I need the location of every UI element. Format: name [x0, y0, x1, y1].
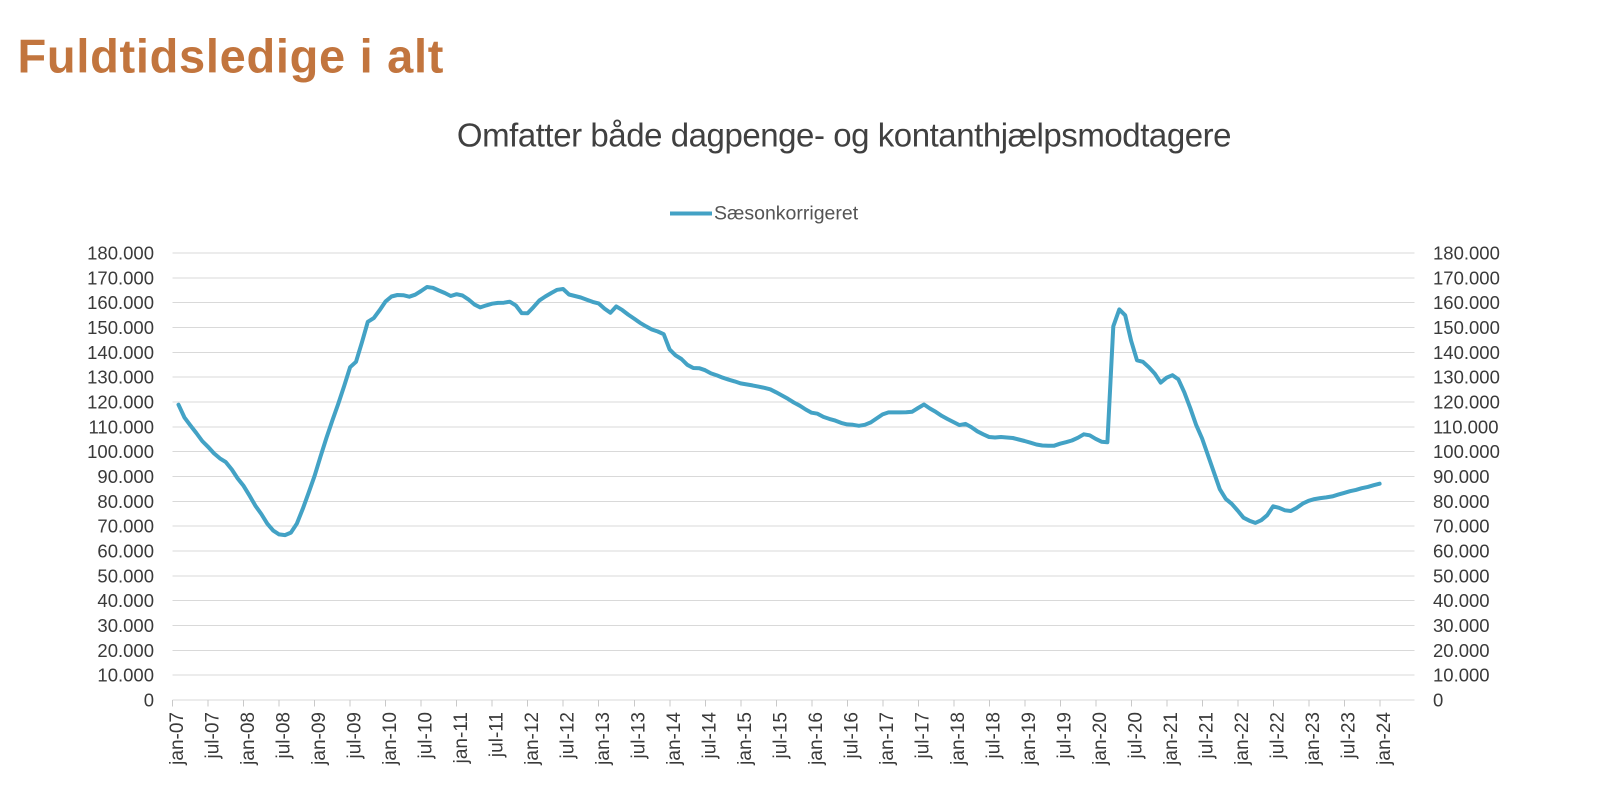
svg-text:jan-24: jan-24	[1374, 712, 1395, 766]
svg-text:0: 0	[1433, 690, 1443, 711]
svg-text:90.000: 90.000	[1433, 466, 1490, 487]
svg-text:150.000: 150.000	[87, 317, 154, 338]
svg-text:jul-16: jul-16	[842, 712, 863, 759]
svg-text:jul-15: jul-15	[771, 712, 792, 759]
svg-text:20.000: 20.000	[1433, 640, 1490, 661]
svg-text:130.000: 130.000	[87, 367, 154, 388]
svg-text:jan-09: jan-09	[309, 712, 330, 766]
svg-text:jul-14: jul-14	[700, 712, 721, 760]
svg-text:jan-14: jan-14	[664, 712, 685, 766]
svg-text:100.000: 100.000	[1433, 441, 1500, 462]
svg-text:90.000: 90.000	[97, 466, 154, 487]
svg-text:jan-08: jan-08	[238, 712, 259, 766]
svg-text:160.000: 160.000	[1433, 292, 1500, 313]
svg-text:50.000: 50.000	[1433, 565, 1490, 586]
svg-text:80.000: 80.000	[1433, 491, 1490, 512]
svg-text:140.000: 140.000	[1433, 342, 1500, 363]
svg-text:30.000: 30.000	[1433, 615, 1490, 636]
svg-text:180.000: 180.000	[1433, 243, 1500, 264]
svg-text:jan-19: jan-19	[1019, 712, 1040, 766]
svg-text:jan-20: jan-20	[1090, 712, 1111, 766]
svg-text:jan-21: jan-21	[1161, 712, 1182, 766]
svg-text:0: 0	[144, 690, 154, 711]
svg-text:120.000: 120.000	[1433, 392, 1500, 413]
svg-text:40.000: 40.000	[97, 590, 154, 611]
svg-text:170.000: 170.000	[1433, 267, 1500, 288]
svg-text:jan-17: jan-17	[877, 712, 898, 766]
svg-text:jul-13: jul-13	[629, 712, 650, 759]
svg-text:Fuldtidsledige i alt: Fuldtidsledige i alt	[18, 30, 445, 83]
svg-text:40.000: 40.000	[1433, 590, 1490, 611]
svg-text:Sæsonkorrigeret: Sæsonkorrigeret	[714, 203, 859, 225]
svg-text:jan-15: jan-15	[735, 712, 756, 766]
svg-text:130.000: 130.000	[1433, 367, 1500, 388]
svg-text:jan-23: jan-23	[1303, 712, 1324, 766]
svg-text:jan-16: jan-16	[806, 712, 827, 766]
svg-text:50.000: 50.000	[97, 565, 154, 586]
svg-text:10.000: 10.000	[97, 665, 154, 686]
svg-text:10.000: 10.000	[1433, 665, 1490, 686]
svg-text:110.000: 110.000	[89, 416, 155, 437]
svg-text:30.000: 30.000	[97, 615, 154, 636]
svg-text:180.000: 180.000	[87, 243, 154, 264]
svg-text:jul-20: jul-20	[1126, 712, 1147, 759]
svg-text:150.000: 150.000	[1433, 317, 1500, 338]
svg-text:jul-10: jul-10	[416, 712, 437, 759]
svg-text:20.000: 20.000	[97, 640, 154, 661]
svg-text:jan-10: jan-10	[380, 712, 401, 766]
svg-text:Omfatter både dagpenge- og kon: Omfatter både dagpenge- og kontanthjælps…	[457, 117, 1231, 154]
svg-text:jan-18: jan-18	[948, 712, 969, 766]
svg-text:jan-12: jan-12	[522, 712, 543, 766]
svg-text:70.000: 70.000	[1433, 516, 1490, 537]
svg-text:jul-22: jul-22	[1268, 712, 1289, 759]
svg-text:jul-21: jul-21	[1197, 712, 1218, 759]
svg-text:jul-12: jul-12	[558, 712, 579, 759]
svg-text:jul-11: jul-11	[487, 712, 508, 758]
svg-text:jul-19: jul-19	[1055, 712, 1076, 759]
svg-text:jul-07: jul-07	[203, 712, 224, 759]
svg-text:160.000: 160.000	[87, 292, 154, 313]
svg-text:jan-07: jan-07	[167, 712, 188, 766]
svg-text:70.000: 70.000	[97, 516, 154, 537]
svg-text:60.000: 60.000	[1433, 541, 1490, 562]
svg-text:110.000: 110.000	[1433, 416, 1499, 437]
svg-text:120.000: 120.000	[87, 392, 154, 413]
svg-text:jul-23: jul-23	[1339, 712, 1360, 759]
svg-text:jul-09: jul-09	[345, 712, 366, 759]
svg-text:jan-22: jan-22	[1232, 712, 1253, 766]
svg-text:100.000: 100.000	[87, 441, 154, 462]
svg-text:60.000: 60.000	[97, 541, 154, 562]
svg-text:140.000: 140.000	[87, 342, 154, 363]
svg-text:jul-08: jul-08	[274, 712, 295, 759]
svg-text:jan-11: jan-11	[451, 712, 472, 764]
svg-text:jan-13: jan-13	[593, 712, 614, 766]
svg-text:jul-17: jul-17	[913, 712, 934, 759]
svg-text:80.000: 80.000	[97, 491, 154, 512]
svg-text:170.000: 170.000	[87, 267, 154, 288]
svg-text:jul-18: jul-18	[984, 712, 1005, 759]
